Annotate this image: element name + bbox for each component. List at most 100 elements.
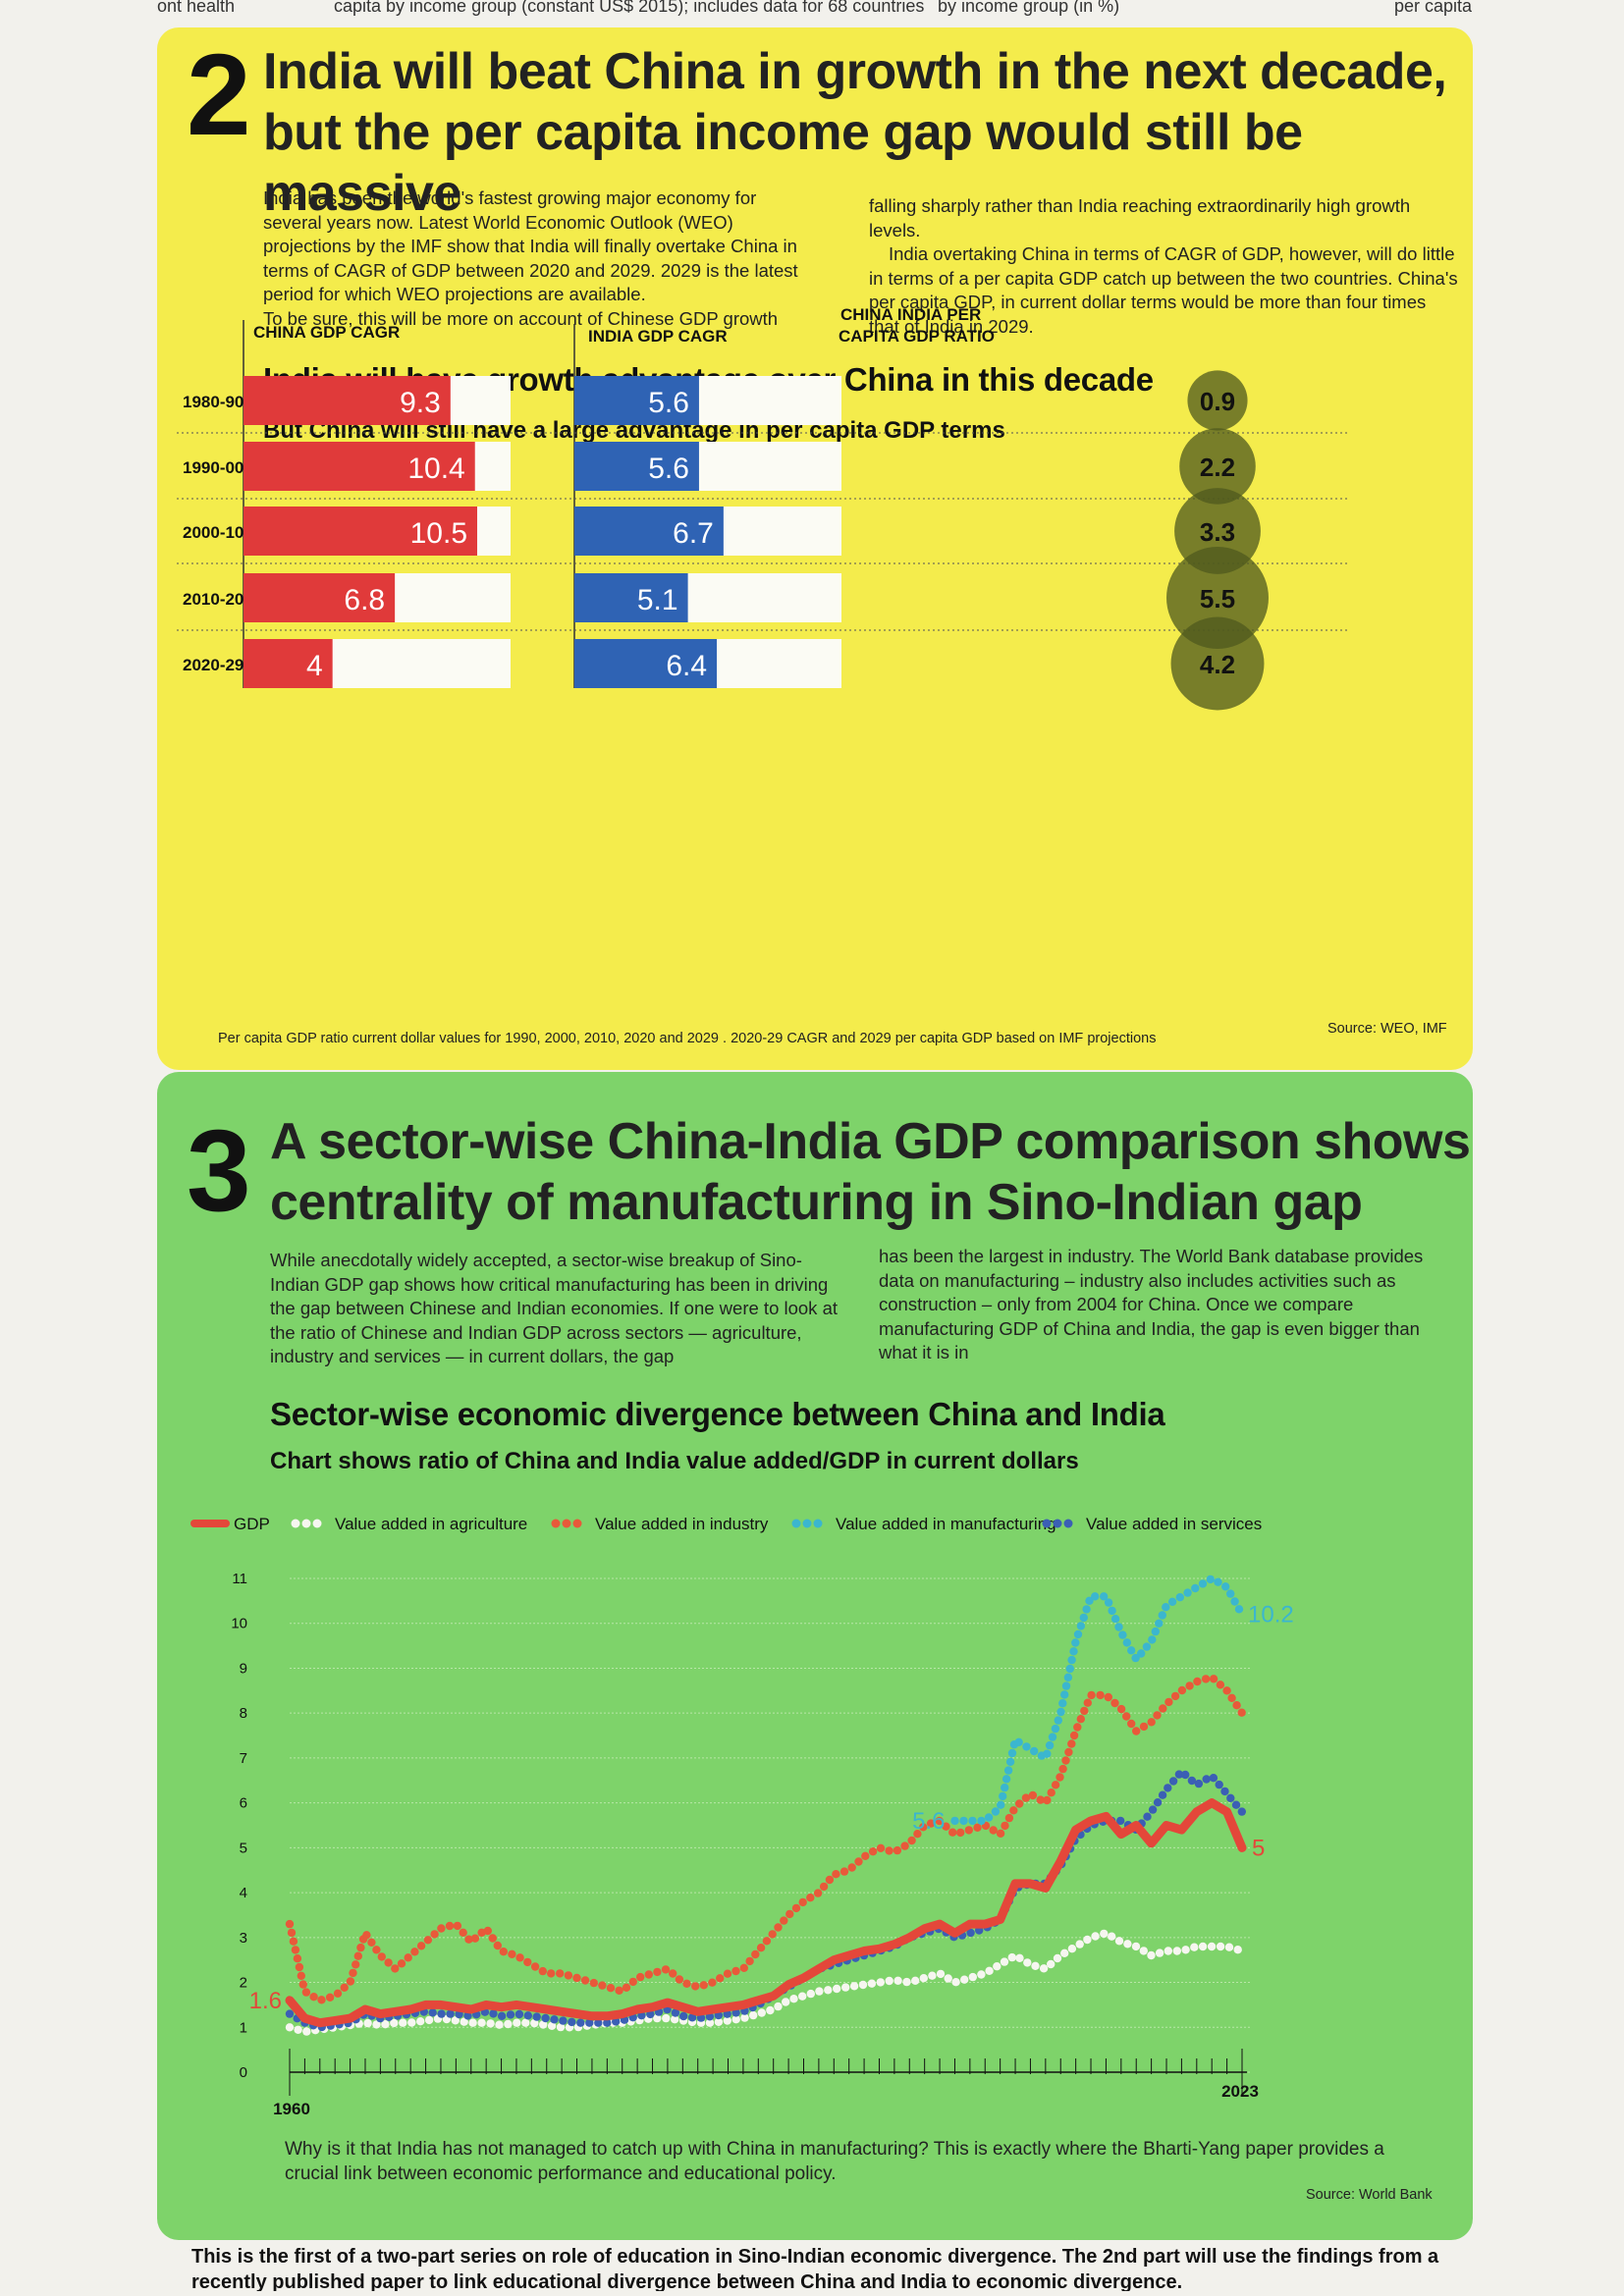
data-annotation: 5	[1252, 1835, 1265, 1861]
series-dot	[1147, 1950, 1156, 1960]
series-dot	[824, 1986, 833, 1995]
series-dot	[1158, 1790, 1167, 1799]
series-dot	[356, 1943, 365, 1952]
series-dot	[530, 1962, 540, 1971]
ratio-header-line-2: CAPITA GDP RATIO	[839, 327, 995, 346]
series-dot	[813, 1889, 823, 1897]
series-dot	[298, 1980, 307, 1989]
series-dot	[541, 2013, 550, 2023]
series-dot	[407, 2018, 416, 2027]
y-tick-label: 2	[240, 1975, 247, 1992]
series-dot	[1082, 1605, 1091, 1614]
series-dot	[513, 2018, 521, 2027]
series-dot	[662, 2013, 671, 2023]
series-dot	[353, 1951, 362, 1960]
series-dot	[1224, 1943, 1234, 1951]
series-dot	[956, 1828, 965, 1838]
series-dot	[913, 1830, 922, 1839]
series-dot	[1104, 1692, 1112, 1702]
series-dot	[935, 1816, 944, 1826]
series-dot	[782, 1998, 790, 2006]
series-dot	[1007, 1952, 1016, 1962]
series-dot	[572, 1973, 581, 1983]
series-dot	[1234, 1605, 1244, 1614]
series-dot	[508, 1949, 516, 1958]
series-dot	[556, 1969, 565, 1978]
series-dot	[749, 2010, 758, 2020]
series-dot	[1177, 1685, 1187, 1695]
series-dot	[1079, 1613, 1088, 1623]
series-dot	[705, 2018, 715, 2027]
series-dot	[768, 1930, 777, 1939]
series-dot	[989, 1826, 998, 1835]
series-dot	[493, 1941, 502, 1950]
series-dot	[1170, 1691, 1180, 1701]
series-dot	[1155, 1949, 1164, 1957]
series-dot	[1058, 1764, 1067, 1774]
series-dot	[1030, 1746, 1039, 1756]
series-dot	[858, 1980, 868, 1990]
series-dot	[876, 1978, 885, 1987]
series-dot	[521, 2018, 530, 2027]
ratio-circle	[1170, 616, 1265, 711]
series-dot	[1232, 1701, 1241, 1710]
series-dot	[1222, 1686, 1231, 1695]
series-dot	[289, 1937, 298, 1946]
series-dot	[367, 1938, 376, 1947]
clipped-previous-section: ont health capita by income group (const…	[157, 0, 1473, 22]
series-dot	[1100, 1929, 1109, 1939]
body-paragraph: India overtaking China in terms of CAGR …	[869, 243, 1458, 337]
series-dot	[488, 1934, 497, 1943]
series-dot	[1091, 1932, 1100, 1941]
series-dot	[745, 1956, 754, 1966]
series-dot	[1000, 1957, 1009, 1966]
series-dot	[1063, 1673, 1073, 1682]
series-dot	[1153, 1711, 1162, 1720]
china-bar	[244, 573, 396, 622]
headline-line-1: India will beat China in growth in the n…	[263, 43, 1447, 100]
series-dot	[1131, 1942, 1141, 1951]
india-bar-value: 6.7	[673, 517, 714, 550]
series-dot	[362, 1931, 371, 1940]
series-dot	[1047, 1789, 1056, 1797]
series-dot	[1061, 1756, 1070, 1765]
series-dot	[585, 2018, 594, 2027]
series-dot	[919, 1823, 928, 1832]
series-dot	[470, 1934, 480, 1943]
series-dot	[1076, 1622, 1086, 1630]
series-dot	[1131, 1653, 1140, 1663]
china-series-header: CHINA GDP CAGR	[253, 323, 400, 342]
series-dot	[669, 1969, 677, 1978]
series-dot	[1162, 1603, 1170, 1612]
series-dot	[1039, 1964, 1049, 1973]
legend-label: Value added in manufacturing	[836, 1515, 1056, 1533]
series-dot	[682, 1979, 691, 1988]
legend-swatch-dot	[301, 1519, 311, 1528]
series-dot	[791, 1903, 801, 1913]
data-annotation: 10.2	[1248, 1602, 1294, 1629]
series-dot	[780, 1916, 788, 1925]
ratio-value: 5.5	[1200, 584, 1235, 614]
y-tick-label: 6	[240, 1795, 247, 1812]
series-dot	[576, 2018, 585, 2027]
series-dot	[428, 2008, 437, 2017]
series-dot	[1091, 1592, 1100, 1601]
series-dot	[1132, 1727, 1141, 1735]
series-dot	[1001, 1783, 1009, 1792]
series-dot	[1142, 1642, 1152, 1651]
series-dot	[1174, 1770, 1184, 1779]
series-dot	[951, 1978, 960, 1987]
series-dot	[785, 1909, 794, 1919]
series-dot	[984, 1813, 994, 1822]
series-dot	[430, 1930, 439, 1939]
series-dot	[1187, 1776, 1197, 1786]
chart-footnote: Per capita GDP ratio current dollar valu…	[218, 1031, 1157, 1046]
series-dot	[622, 1983, 631, 1992]
series-dot	[1155, 1619, 1164, 1628]
series-dot	[644, 1970, 653, 1979]
china-bar	[244, 507, 477, 556]
series-dot	[287, 1928, 297, 1938]
series-dot	[285, 2009, 295, 2018]
body-paragraph: To be sure, this will be more on account…	[263, 307, 779, 329]
series-dot	[1202, 1775, 1211, 1784]
